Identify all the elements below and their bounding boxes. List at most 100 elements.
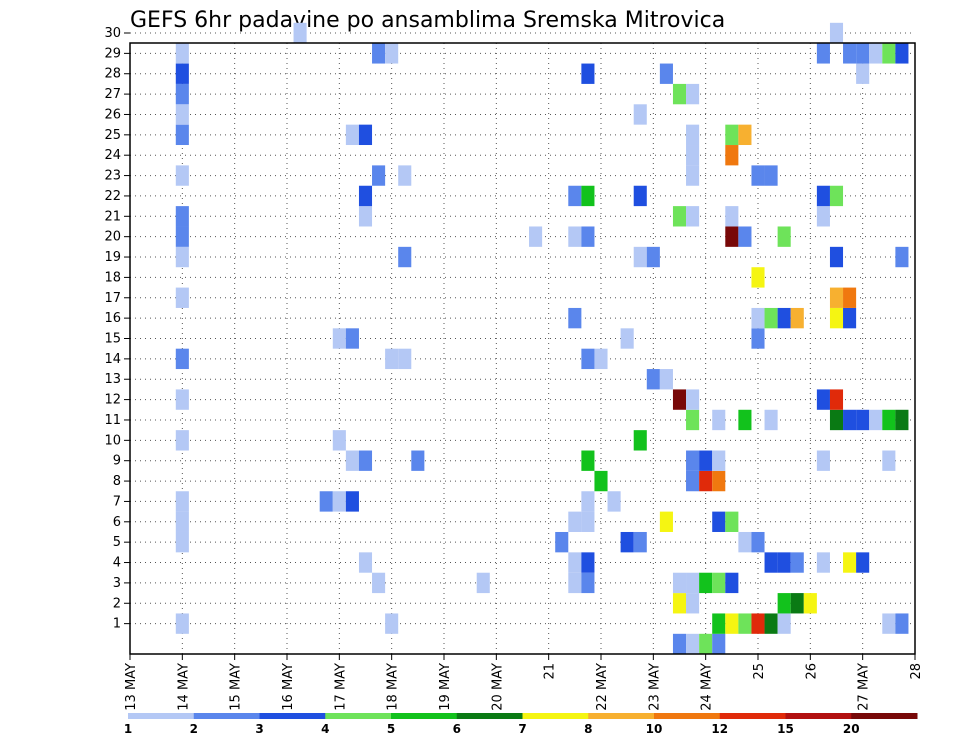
precip-cell [686, 389, 700, 410]
precip-cell [725, 124, 739, 146]
y-tick-label: 25 [104, 128, 121, 143]
precip-cell [738, 226, 752, 247]
precip-cell [829, 307, 844, 329]
precip-cell [751, 531, 765, 553]
precip-cell [175, 389, 189, 410]
precip-cell [686, 165, 700, 186]
precip-cell [856, 63, 870, 84]
precip-cell [398, 348, 412, 370]
precip-cell [686, 470, 700, 492]
chart-title: GEFS 6hr padavine po ansamblima Sremska … [130, 8, 725, 33]
colorbar-legend: 1 2 3 4 5 6 7 8 10 12 15 20 [124, 713, 918, 736]
y-tick-label: 13 [104, 372, 121, 387]
precip-cell [345, 450, 359, 471]
precip-cell [175, 491, 189, 512]
precip-cell [385, 43, 399, 64]
precip-cell [712, 470, 726, 492]
colorbar-segment [588, 713, 655, 719]
precip-cell [175, 246, 189, 268]
precip-cell [175, 287, 189, 308]
precip-cell [777, 613, 791, 634]
precip-cell [764, 165, 778, 186]
precip-cell [568, 307, 582, 329]
precip-cell [738, 613, 752, 634]
x-tick-label: 25 [752, 663, 767, 680]
precip-cell [712, 572, 726, 594]
precip-cell [843, 409, 857, 431]
precip-cell [803, 593, 817, 614]
precip-cell [686, 206, 700, 227]
precip-cell [777, 552, 791, 573]
precip-cell [319, 491, 333, 512]
precip-cell [882, 409, 896, 431]
precip-cell [659, 369, 673, 390]
colorbar-label: 8 [584, 722, 592, 736]
colorbar-label: 2 [190, 722, 198, 736]
precip-cell [568, 552, 582, 573]
precip-cell [725, 226, 739, 247]
y-tick-label: 16 [104, 311, 121, 326]
precip-cell [712, 511, 726, 532]
precip-cell [686, 633, 700, 655]
precip-cell [712, 409, 726, 431]
y-tick-label: 17 [104, 291, 121, 306]
y-tick-label: 11 [104, 413, 121, 428]
precip-cell [843, 307, 857, 329]
x-tick-label: 13 MAY [124, 663, 139, 711]
colorbar-label: 7 [518, 722, 526, 736]
precip-cell [175, 348, 189, 370]
x-tick-label: 23 MAY [647, 663, 662, 711]
colorbar-segment [128, 713, 195, 719]
precip-cell [345, 491, 359, 512]
y-tick-label: 10 [104, 433, 121, 448]
precip-cell [829, 389, 844, 410]
precip-cell [895, 246, 909, 268]
precip-cell [856, 409, 870, 431]
precip-cell [345, 124, 359, 146]
precip-cell [332, 328, 346, 349]
precip-cell [816, 552, 830, 573]
precip-cell [672, 633, 687, 655]
plot-frame [129, 42, 916, 655]
precip-cell [882, 450, 896, 471]
precip-cell [175, 511, 189, 532]
precip-cell [829, 246, 844, 268]
precip-cell [777, 307, 791, 329]
precip-cell [829, 22, 844, 44]
precip-cell [175, 43, 189, 64]
y-tick-label: 5 [113, 535, 121, 550]
precip-cell [659, 63, 673, 84]
precip-cell [581, 226, 595, 247]
precip-cell [175, 165, 189, 186]
precip-cell [725, 206, 739, 227]
colorbar-label: 6 [453, 722, 461, 736]
precip-cell [358, 185, 373, 207]
precip-cell [581, 185, 595, 207]
precip-cell [699, 572, 713, 594]
colorbar-segment [522, 713, 589, 719]
data-cells [175, 22, 909, 655]
precip-cell [672, 206, 687, 227]
colorbar-label: 20 [843, 722, 860, 736]
precip-cell [882, 43, 896, 64]
precip-cell [751, 267, 765, 288]
precip-cell [607, 491, 621, 512]
colorbar-segment [193, 713, 260, 719]
precip-cell [633, 246, 647, 268]
precip-cell [777, 593, 791, 614]
colorbar-segment [785, 713, 852, 719]
precip-cell [725, 511, 739, 532]
precip-cell [672, 83, 687, 105]
precip-cell [175, 104, 189, 125]
precip-cell [293, 22, 307, 44]
colorbar-label: 12 [711, 722, 728, 736]
precip-cell [686, 124, 700, 146]
precip-cell [175, 124, 189, 146]
y-tick-label: 20 [104, 230, 121, 245]
y-tick-label: 3 [113, 576, 121, 591]
precip-cell [816, 206, 830, 227]
x-tick-label: 18 MAY [386, 663, 401, 711]
y-tick-label: 22 [104, 189, 121, 204]
y-tick-label: 24 [104, 148, 121, 163]
y-tick-label: 4 [113, 556, 121, 571]
